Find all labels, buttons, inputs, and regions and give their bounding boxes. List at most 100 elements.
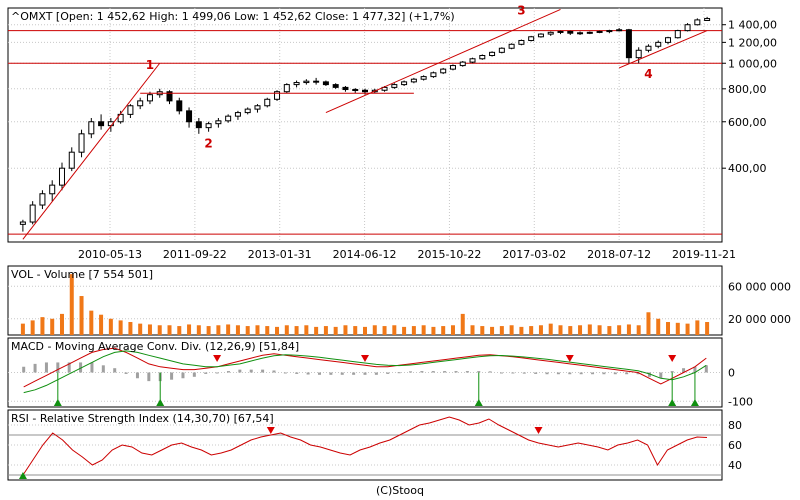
candle-body [166,91,173,102]
volume-plot-frame [7,265,723,336]
candle-body [127,105,134,115]
macd-histogram-bar [170,372,174,380]
volume-bar [666,322,671,335]
volume-bar [128,322,133,335]
candle-body [410,78,417,83]
volume-bar [50,318,55,335]
candle-body [508,43,515,49]
macd-histogram-bar [420,371,424,373]
macd-histogram-bar [443,371,447,373]
candle-body [430,72,437,78]
buy-signal-marker [668,399,677,406]
macd-histogram-bar [329,372,333,375]
candle-body [694,19,701,26]
rsi-y-tick-label: 60 [728,439,742,452]
volume-bar [617,325,622,335]
macd-histogram-bar [283,372,287,374]
macd-histogram-bar [124,372,128,374]
candle-body [225,115,232,122]
volume-bar [548,323,553,335]
macd-histogram-bar [477,371,481,373]
x-tick-label: 2014-06-12 [333,248,397,261]
candle-body [537,33,544,38]
macd-histogram-bar [33,363,37,373]
macd-histogram-bar [135,372,139,379]
macd-histogram-bar [363,372,367,375]
macd-histogram-bar [204,372,208,374]
macd-signal-line [23,350,707,394]
volume-bar [275,326,280,335]
macd-histogram-bar [261,369,265,373]
volume-bar [89,310,94,335]
volume-bar [421,325,426,335]
volume-bar [245,326,250,335]
macd-histogram-bar [56,362,60,373]
candle-body [528,36,535,41]
candle-body [625,29,632,59]
volume-bar [626,324,631,335]
volume-bar [411,326,416,335]
candle-body [176,100,183,112]
candle-body [704,18,711,21]
candle-body [322,81,329,86]
volume-bar [294,326,299,335]
candle-body [655,41,662,47]
candle-body [146,94,153,102]
candle-body [244,108,251,114]
annotation-label: 1 [146,58,154,72]
volume-bar [20,323,25,335]
volume-bar [265,326,270,335]
y-tick-label: 600,00 [728,116,767,129]
candle-body [479,55,486,60]
volume-bar [529,326,534,335]
volume-bar [118,320,123,335]
candle-body [215,120,222,125]
candle-body [518,39,525,45]
rsi-panel-title: RSI - Relative Strength Index (14,30,70)… [11,412,274,425]
volume-bar [235,325,240,335]
candle-body [674,30,681,39]
candle-body [195,121,202,129]
candle-body [303,80,310,84]
macd-histogram-bar [101,365,105,373]
macd-histogram-bar [44,362,48,373]
macd-histogram-bar [181,372,185,379]
macd-histogram-bar [113,368,117,373]
macd-histogram-bar [522,372,526,374]
volume-bar [460,313,465,335]
buy-signal-marker [474,399,483,406]
candle-body [547,31,554,35]
sell-signal-marker [361,355,369,362]
volume-bar [177,326,182,335]
candle-body [205,123,212,129]
macd-histogram-bar [704,365,708,373]
volume-bar [509,325,514,335]
volume-bar [431,326,436,335]
macd-histogram-bar [317,372,321,375]
macd-histogram-bar [192,372,196,377]
macd-y-tick-label: 0 [728,367,735,380]
volume-panel-title: VOL - Volume [7 554 501] [11,268,153,281]
macd-histogram-bar [397,372,401,374]
macd-histogram-bar [579,372,583,375]
x-tick-label: 2013-01-31 [248,248,312,261]
candle-body [88,121,95,135]
candle-body [234,112,241,117]
candle-body [58,167,65,186]
price-panel: 2010-05-13 2011-09-22 2013-01-31 2014-06-12… [7,4,777,261]
volume-bar [402,326,407,335]
volume-bar [646,312,651,335]
macd-histogram-bar [215,372,219,374]
candle-body [616,29,623,32]
macd-histogram-bar [352,372,356,375]
candle-body [596,30,603,33]
candle-body [264,98,271,107]
macd-histogram-bar [465,371,469,373]
x-tick-label: 2015-10-22 [417,248,481,261]
candle-body [19,221,26,225]
macd-histogram-bar [306,372,310,375]
volume-bar [187,324,192,335]
macd-histogram-bar [659,372,663,379]
candle-body [498,47,505,53]
